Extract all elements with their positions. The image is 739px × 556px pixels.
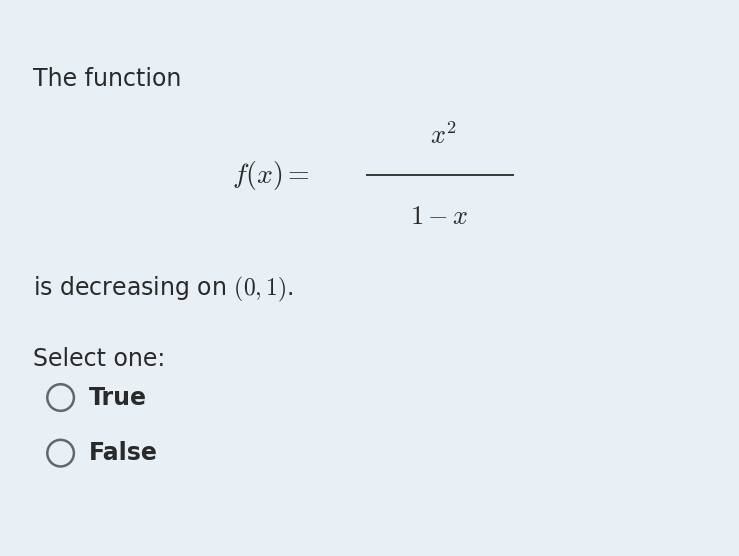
Text: $f(x) =$: $f(x) =$ (233, 158, 310, 192)
Text: The function: The function (33, 67, 182, 91)
Text: Select one:: Select one: (33, 348, 166, 371)
Text: $1 - x$: $1 - x$ (410, 204, 469, 230)
Text: $x^2$: $x^2$ (430, 123, 457, 150)
Text: is decreasing on $(0, 1)$.: is decreasing on $(0, 1)$. (33, 275, 293, 304)
Text: True: True (89, 385, 146, 410)
Text: False: False (89, 441, 157, 465)
